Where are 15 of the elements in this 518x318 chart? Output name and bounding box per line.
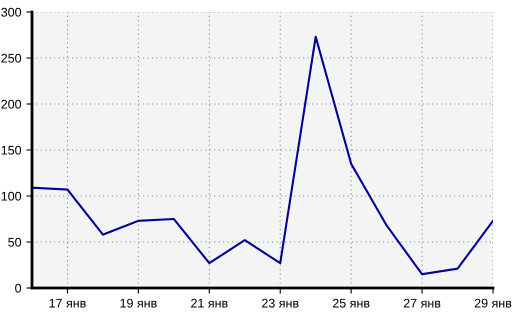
x-tick-label: 17 янв: [50, 298, 86, 308]
y-tick-label: 150: [2, 146, 22, 155]
line-series: [32, 36, 493, 276]
y-tick-label: 200: [1, 100, 22, 109]
x-tick-label: 19 янв: [120, 298, 157, 308]
y-tick-label: 100: [2, 192, 22, 201]
y-tick-label: 0: [15, 284, 22, 293]
y-tick-label: 250: [1, 54, 22, 63]
x-tick-label: 25 янв: [332, 298, 370, 308]
x-tick-label: 29 янв: [474, 298, 512, 308]
x-tick-label: 27 янв: [404, 298, 440, 308]
y-tick-label: 300: [1, 8, 22, 17]
y-tick-label: 50: [8, 238, 22, 247]
x-tick-label: 23 янв: [262, 298, 299, 308]
x-tick-label: 21 янв: [191, 298, 228, 308]
